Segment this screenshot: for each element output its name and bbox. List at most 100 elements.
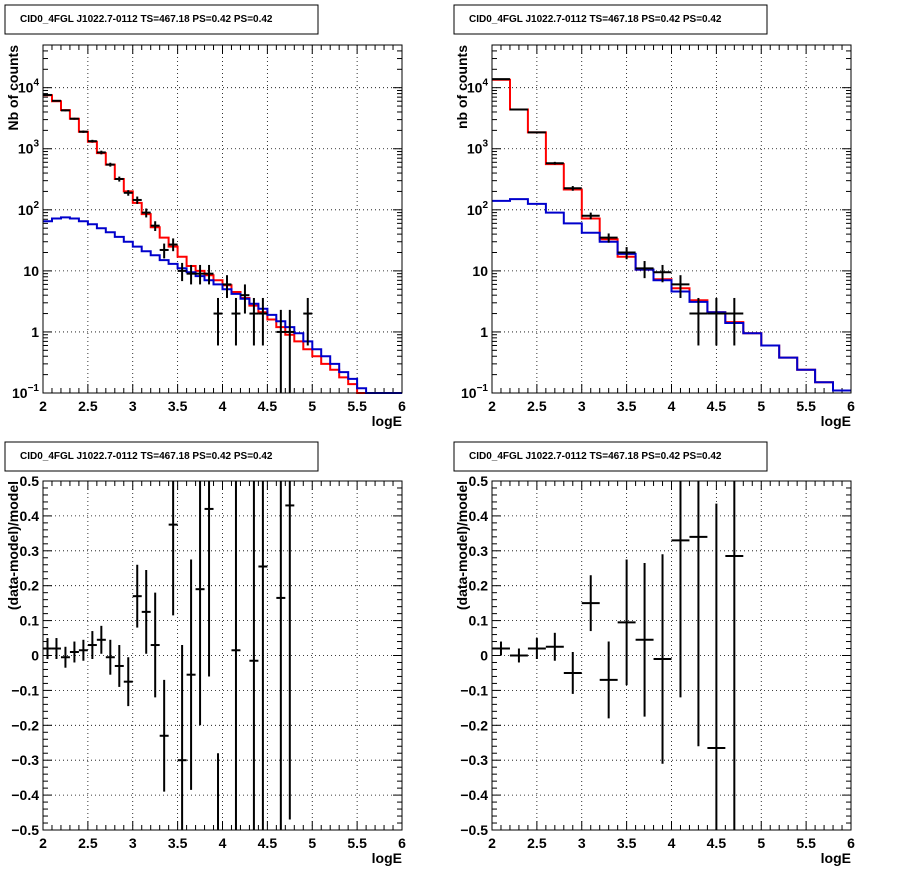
data-point [231, 297, 241, 346]
y-tick-label: −0.2 [460, 717, 488, 733]
data-point [222, 275, 232, 298]
plot-frame [42, 44, 403, 394]
x-axis-label: logE [821, 413, 851, 429]
x-tick-label: 2 [488, 398, 496, 414]
residual-point [141, 569, 151, 654]
residuals-panel-left: CID0_4FGL J1022.7-0112 TS=467.18 PS=0.42… [4, 441, 406, 866]
data-point [87, 139, 97, 143]
data-point [132, 196, 142, 204]
residual-point [509, 648, 528, 663]
x-tick-label: 4.5 [707, 398, 727, 414]
residual-point [527, 638, 546, 659]
data-point [60, 109, 70, 112]
data-point [51, 99, 61, 102]
data-point [285, 309, 295, 393]
plot-frame [42, 480, 403, 831]
y-axis-label: (data-model)/model [454, 481, 470, 610]
x-tick-label: 3.5 [617, 835, 637, 851]
residual-point [581, 575, 600, 632]
residual-point [545, 632, 564, 661]
data-point [617, 247, 636, 260]
x-tick-label: 4.5 [258, 398, 278, 414]
data-point [492, 78, 510, 81]
residual-point [150, 592, 160, 698]
residual-point [231, 481, 241, 830]
data-point [78, 130, 88, 133]
residual-point [492, 641, 510, 656]
x-tick-label: 5 [308, 835, 316, 851]
x-tick-label: 4 [668, 835, 676, 851]
total-model-histogram [492, 78, 851, 392]
data-point [240, 284, 250, 314]
residual-point [707, 503, 726, 830]
panel-title-box [453, 4, 768, 35]
x-tick-label: 3 [129, 398, 137, 414]
residuals-panel-right: CID0_4FGL J1022.7-0112 TS=467.18 PS=0.42… [453, 441, 855, 866]
data-point [258, 297, 268, 346]
panel-title: CID0_4FGL J1022.7-0112 TS=467.18 PS=0.42… [469, 14, 722, 25]
y-tick-label: 10 [23, 263, 39, 279]
data-point [671, 275, 690, 298]
x-tick-label: 5 [308, 398, 316, 414]
data-point [123, 190, 133, 196]
residual-point [635, 563, 654, 717]
residual-point [168, 481, 178, 616]
data-point [159, 243, 169, 259]
x-tick-label: 4.5 [258, 835, 278, 851]
x-tick-label: 4 [219, 835, 227, 851]
y-tick-label: 102 [18, 200, 40, 218]
x-tick-label: 3 [578, 398, 586, 414]
x-tick-label: 6 [398, 835, 406, 851]
data-point [114, 176, 124, 182]
residual-point [599, 641, 618, 719]
y-tick-label: −0.5 [460, 822, 488, 838]
residual-point [285, 481, 295, 820]
data-point [168, 238, 178, 252]
x-tick-label: 6 [847, 835, 855, 851]
data-point [581, 212, 600, 220]
y-tick-label: 0.5 [469, 473, 489, 489]
source-model-histogram [492, 198, 851, 392]
y-tick-label: 10 [472, 263, 488, 279]
residual-point [617, 559, 636, 686]
y-tick-label: 104 [467, 78, 489, 96]
x-tick-label: 5 [757, 835, 765, 851]
x-tick-label: 2 [39, 398, 47, 414]
y-tick-label: 1 [480, 324, 488, 340]
data-point [707, 297, 726, 346]
x-tick-label: 3.5 [617, 398, 637, 414]
y-axis-label: nb of counts [454, 45, 470, 129]
x-tick-label: 3 [578, 835, 586, 851]
panel-title: CID0_4FGL J1022.7-0112 TS=467.18 PS=0.42… [20, 451, 273, 462]
y-tick-label: 0.2 [469, 578, 489, 594]
residual-point [653, 554, 672, 764]
y-tick-label: 0.1 [20, 613, 40, 629]
residual-point [105, 639, 115, 675]
data-point [689, 297, 708, 346]
residual-point [563, 652, 582, 694]
x-tick-label: 2.5 [78, 835, 98, 851]
data-point [204, 264, 214, 285]
y-tick-label: 0.4 [469, 508, 489, 524]
x-tick-label: 4.5 [707, 835, 727, 851]
residual-point [60, 646, 70, 668]
residual-point [96, 625, 106, 654]
residual-point [132, 564, 142, 628]
panel-title-box [453, 441, 768, 472]
data-point [69, 117, 79, 120]
x-tick-label: 2 [488, 835, 496, 851]
plot-frame [491, 480, 852, 831]
data-point [195, 264, 205, 285]
counts-panel-right: CID0_4FGL J1022.7-0112 TS=467.18 PS=0.42… [453, 4, 855, 429]
residual-point [276, 481, 286, 830]
residual-point [78, 639, 88, 661]
y-tick-label: −0.1 [460, 682, 488, 698]
data-point [635, 261, 654, 279]
y-tick-label: −0.5 [11, 822, 39, 838]
residual-point [123, 657, 133, 707]
data-point [725, 297, 744, 346]
data-point [653, 264, 672, 283]
y-tick-label: 0.5 [20, 473, 40, 489]
data-point [527, 131, 546, 134]
